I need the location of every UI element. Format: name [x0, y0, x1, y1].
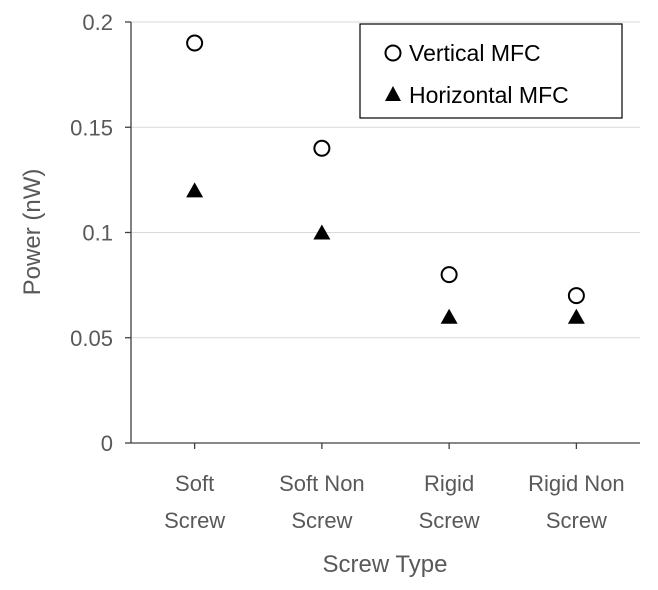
data-points	[186, 34, 585, 324]
data-point-horizontal-mfc	[313, 224, 331, 240]
y-tick-label: 0.1	[82, 221, 113, 246]
gridlines	[131, 21, 640, 339]
y-tick-labels: 0 0.05 0.1 0.15 0.2	[70, 10, 113, 456]
y-tick-label: 0	[101, 431, 113, 456]
x-tick-label: Screw	[546, 508, 607, 533]
x-tick-label: Screw	[419, 508, 480, 533]
x-axis-title: Screw Type	[323, 551, 448, 578]
x-tick-label: Rigid Non	[528, 471, 625, 496]
data-point-vertical-mfc	[186, 34, 204, 52]
legend: Vertical MFC Horizontal MFC	[359, 23, 623, 119]
x-tick-label: Screw	[291, 508, 352, 533]
y-tick-label: 0.05	[70, 326, 113, 351]
data-point-horizontal-mfc	[440, 308, 458, 324]
x-tick-label: Screw	[164, 508, 225, 533]
legend-label-vertical-mfc: Vertical MFC	[409, 40, 541, 66]
data-point-horizontal-mfc	[186, 182, 204, 198]
legend-box	[359, 23, 623, 119]
x-tick-labels: Soft Screw Soft Non Screw Rigid Screw Rigid No…	[164, 471, 625, 533]
data-point-vertical-mfc	[440, 266, 458, 284]
data-point-vertical-mfc	[313, 139, 331, 157]
y-axis-title: Power (nW)	[19, 169, 46, 296]
data-point-vertical-mfc	[567, 287, 585, 305]
y-tick-label: 0.15	[70, 115, 113, 140]
x-tick-label: Rigid	[424, 471, 474, 496]
x-tick-label: Soft	[175, 471, 214, 496]
legend-label-horizontal-mfc: Horizontal MFC	[409, 82, 569, 108]
axes	[125, 21, 640, 449]
legend-marker-vertical-mfc	[384, 44, 402, 62]
legend-marker-horizontal-mfc	[385, 86, 401, 101]
data-point-horizontal-mfc	[567, 308, 585, 324]
y-tick-label: 0.2	[82, 10, 113, 35]
x-tick-label: Soft Non	[279, 471, 365, 496]
